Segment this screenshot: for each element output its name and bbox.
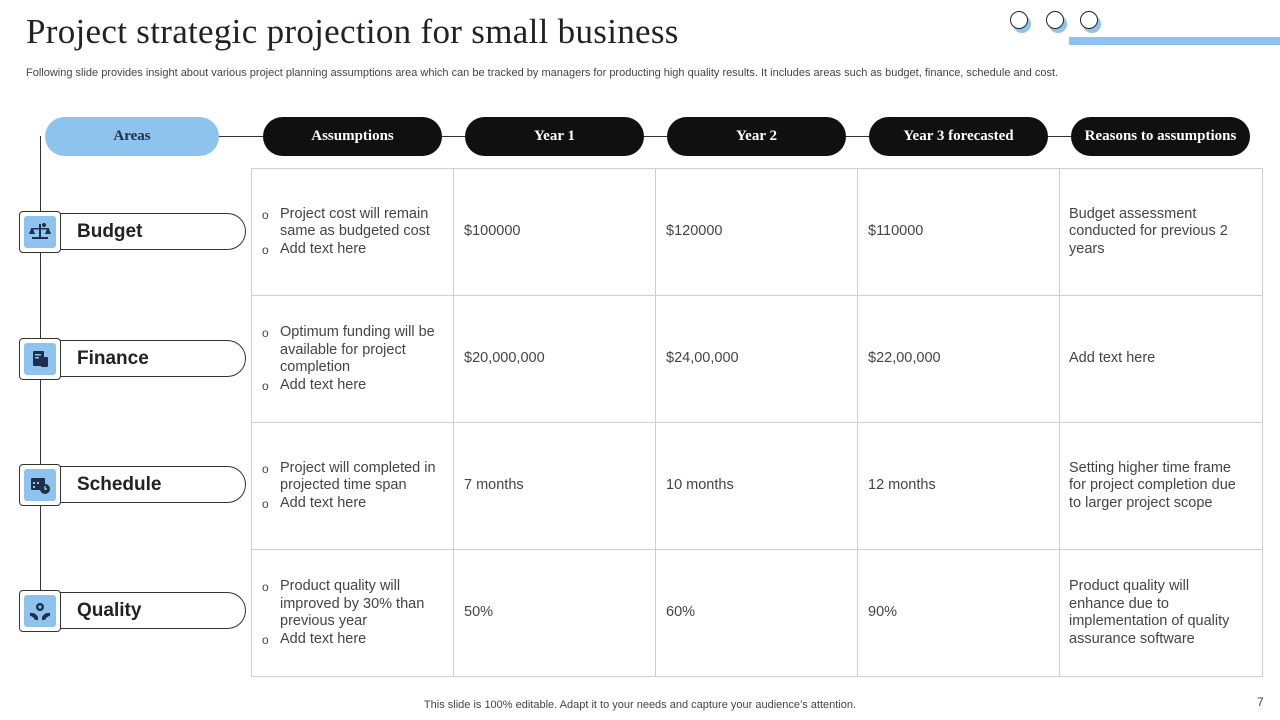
header-assumptions: Assumptions: [263, 117, 442, 156]
header-year1: Year 1: [465, 117, 644, 156]
area-schedule: Schedule: [19, 464, 247, 507]
quality-hands-icon: [19, 590, 61, 632]
year2-cell: 10 months: [655, 422, 858, 550]
assumptions-cell: Project will completed in projected time…: [251, 422, 454, 550]
page-number: 7: [1257, 695, 1264, 709]
year1-cell: $100000: [453, 168, 656, 296]
header-areas: Areas: [45, 117, 219, 156]
circle-icon: [1080, 11, 1098, 29]
projection-table: Project cost will remain same as budgete…: [251, 168, 1263, 677]
scale-money-icon: [19, 211, 61, 253]
slide-title: Project strategic projection for small b…: [26, 12, 679, 51]
area-quality: Quality: [19, 590, 247, 633]
area-finance: Finance: [19, 338, 247, 381]
area-label: Finance: [77, 348, 149, 369]
reason-cell: Budget assessment conducted for previous…: [1059, 168, 1263, 296]
year1-cell: 7 months: [453, 422, 656, 550]
assumption-item: Project will completed in projected time…: [262, 460, 443, 495]
assumptions-cell: Product quality will improved by 30% tha…: [251, 549, 454, 677]
table-row: Project cost will remain same as budgete…: [251, 168, 1263, 296]
circle-icon: [1046, 11, 1064, 29]
year1-cell: 50%: [453, 549, 656, 677]
decorative-circles: [1010, 11, 1110, 37]
year2-cell: 60%: [655, 549, 858, 677]
year3-cell: $22,00,000: [857, 295, 1060, 423]
table-row: Product quality will improved by 30% tha…: [251, 549, 1263, 677]
year2-cell: $120000: [655, 168, 858, 296]
area-label: Quality: [77, 600, 142, 621]
assumption-item: Product quality will improved by 30% tha…: [262, 578, 443, 631]
table-row: Optimum funding will be available for pr…: [251, 295, 1263, 423]
area-label: Schedule: [77, 474, 162, 495]
assumption-item: Add text here: [262, 377, 443, 395]
header-year3: Year 3 forecasted: [869, 117, 1048, 156]
assumption-item: Add text here: [262, 241, 443, 259]
header-year2: Year 2: [667, 117, 846, 156]
header-reasons: Reasons to assumptions: [1071, 117, 1250, 156]
reason-cell: Setting higher time frame for project co…: [1059, 422, 1263, 550]
table-row: Project will completed in projected time…: [251, 422, 1263, 550]
decorative-bar: [1069, 37, 1280, 45]
area-label: Budget: [77, 221, 143, 242]
year2-cell: $24,00,000: [655, 295, 858, 423]
assumptions-cell: Project cost will remain same as budgete…: [251, 168, 454, 296]
reason-cell: Add text here: [1059, 295, 1263, 423]
assumptions-cell: Optimum funding will be available for pr…: [251, 295, 454, 423]
year3-cell: 12 months: [857, 422, 1060, 550]
assumption-item: Project cost will remain same as budgete…: [262, 206, 443, 241]
year1-cell: $20,000,000: [453, 295, 656, 423]
reason-cell: Product quality will enhance due to impl…: [1059, 549, 1263, 677]
area-budget: Budget: [19, 211, 247, 254]
year3-cell: $110000: [857, 168, 1060, 296]
slide-subtitle: Following slide provides insight about v…: [26, 67, 1059, 79]
year3-cell: 90%: [857, 549, 1060, 677]
calendar-clock-icon: [19, 464, 61, 506]
circle-icon: [1010, 11, 1028, 29]
slide-footer: This slide is 100% editable. Adapt it to…: [423, 699, 857, 711]
assumption-item: Add text here: [262, 631, 443, 649]
assumption-item: Optimum funding will be available for pr…: [262, 324, 443, 377]
assumption-item: Add text here: [262, 495, 443, 513]
finance-document-icon: [19, 338, 61, 380]
